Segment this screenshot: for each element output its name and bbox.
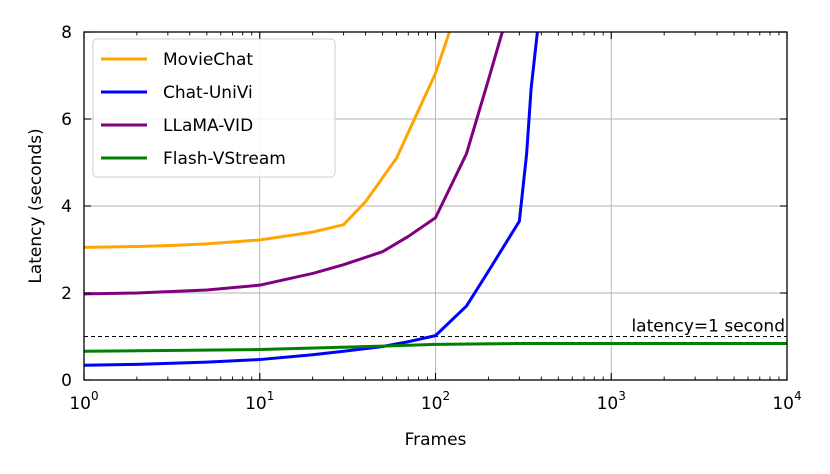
legend: MovieChat Chat-UniVi LLaMA-VID Flash-VStrea…: [92, 38, 336, 178]
y-axis-label: Latency (seconds): [26, 128, 46, 283]
legend-box: [92, 38, 336, 178]
legend-label-llama-vid: LLaMA-VID: [163, 116, 253, 136]
y-tick-label: 6: [61, 110, 72, 130]
y-tick-label: 0: [61, 371, 72, 391]
x-axis-label: Frames: [405, 430, 467, 450]
legend-label-moviechat: MovieChat: [163, 50, 253, 70]
series-line-moviechat: [84, 32, 451, 249]
x-tick-label: 103: [597, 389, 626, 414]
x-tick-label: 101: [245, 389, 274, 414]
axis-ticks: 100 101 102 103 104 0 2 4 6 8: [61, 23, 801, 414]
y-tick-label: 2: [61, 284, 72, 304]
x-tick-label: 104: [772, 389, 801, 414]
reference-line-label: latency=1 second: [631, 317, 785, 337]
y-tick-label: 4: [61, 197, 72, 217]
legend-label-flash-vstream: Flash-VStream: [163, 149, 286, 169]
legend-label-chat-univi: Chat-UniVi: [163, 83, 253, 103]
series-line-llama-vid: [84, 32, 504, 296]
x-tick-label: 102: [421, 389, 450, 414]
series-lines: [84, 32, 787, 367]
series-line-chat-univi: [84, 32, 539, 367]
series-line-flash-vstream: [84, 341, 787, 353]
y-tick-label: 8: [61, 23, 72, 43]
x-tick-label: 100: [69, 389, 98, 414]
